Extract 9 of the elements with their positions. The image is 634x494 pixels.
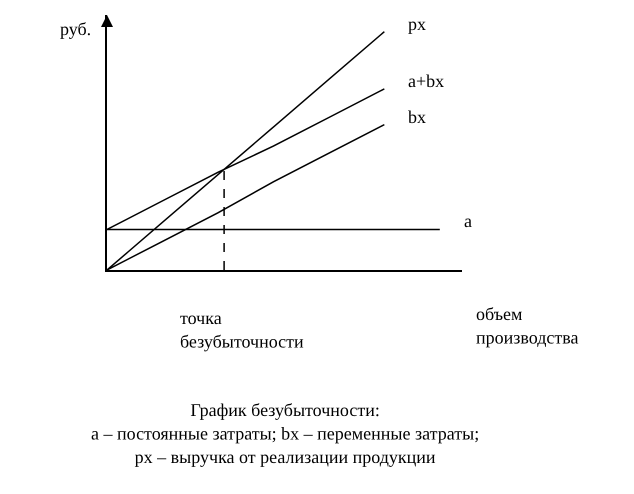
y-axis-title: руб. [60,19,92,39]
text: График безубыточности: [190,400,380,420]
text: точка безубыточности [180,308,304,352]
series-label: px [408,14,426,34]
series-label: a [464,211,472,231]
series-label: a+bx [408,71,444,91]
series-label: bx [408,107,426,127]
x-axis-title: объем производства [476,304,579,348]
text: a – постоянные затраты; bx – переменные затраты; px – выручка от реализации продукции [91,423,480,467]
